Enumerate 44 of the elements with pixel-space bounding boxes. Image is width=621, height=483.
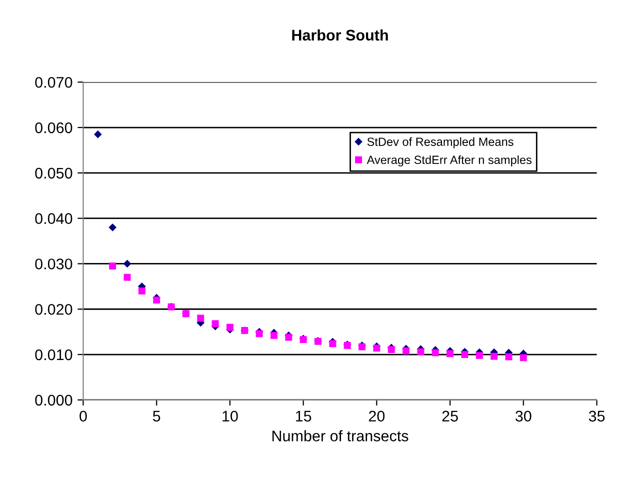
point <box>329 340 336 348</box>
point <box>476 352 483 359</box>
point <box>505 353 512 360</box>
y-tick-label: 0.030 <box>35 258 72 270</box>
point <box>417 348 424 356</box>
x-tick-label: 10 <box>222 410 238 422</box>
point <box>108 223 116 232</box>
point <box>402 347 410 354</box>
point <box>490 352 498 360</box>
point <box>94 130 102 138</box>
point <box>461 351 468 358</box>
x-tick-label: 30 <box>516 410 532 422</box>
y-tick-label: 0.000 <box>35 394 72 406</box>
y-tick-label: 0.010 <box>35 349 72 360</box>
legend-label: StDev of Resampled Means <box>367 137 514 148</box>
point <box>123 260 132 268</box>
x-tick-label: 25 <box>442 410 458 422</box>
x-tick-label: 5 <box>152 410 160 422</box>
x-axis-title: Number of transects <box>272 430 408 442</box>
point <box>446 350 454 358</box>
y-tick-label: 0.040 <box>35 213 72 224</box>
point <box>226 324 234 331</box>
x-tick-label: 0 <box>80 410 87 422</box>
legend-label: Average StdErr After n samples <box>366 155 532 166</box>
y-tick-label: 0.070 <box>35 76 72 88</box>
point <box>520 354 527 362</box>
point <box>256 330 263 338</box>
point <box>153 296 160 304</box>
y-tick-label: 0.020 <box>35 304 72 315</box>
point <box>388 346 395 353</box>
x-tick-label: 35 <box>588 410 605 422</box>
point <box>212 320 219 328</box>
x-tick-label: 20 <box>368 410 385 422</box>
point <box>197 314 204 322</box>
y-tick-label: 0.060 <box>35 122 72 134</box>
point <box>373 344 380 352</box>
point <box>109 262 116 270</box>
y-tick-label: 0.050 <box>35 168 72 179</box>
chart-title: Harbor South <box>292 29 388 41</box>
point <box>124 274 131 281</box>
point <box>432 349 439 356</box>
x-tick-label: 15 <box>296 410 312 422</box>
point <box>138 287 146 294</box>
point <box>270 332 278 339</box>
